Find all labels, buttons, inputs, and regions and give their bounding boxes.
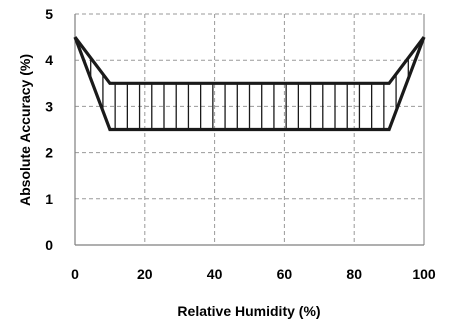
y-tick-label: 5	[45, 6, 53, 22]
series-line-lower	[73, 36, 426, 132]
y-tick-label: 3	[45, 98, 53, 114]
y-tick-label: 4	[45, 52, 53, 68]
hatch-fill	[77, 41, 422, 130]
y-tick-label: 1	[45, 191, 53, 207]
x-tick-label: 80	[346, 266, 362, 282]
x-axis-title: Relative Humidity (%)	[177, 303, 320, 319]
y-tick-label: 0	[45, 237, 53, 253]
x-tick-label: 100	[412, 266, 436, 282]
x-tick-label: 60	[277, 266, 293, 282]
x-tick-label: 40	[207, 266, 223, 282]
series-lines	[73, 36, 426, 132]
x-tick-label: 20	[137, 266, 153, 282]
x-tick-label: 0	[71, 266, 79, 282]
y-tick-label: 2	[45, 145, 53, 161]
axes	[74, 14, 425, 246]
x-tick-labels: 0 20 40 60 80 100	[71, 266, 436, 282]
y-tick-labels: 0 1 2 3 4 5	[45, 6, 53, 253]
series-line-upper	[73, 36, 426, 85]
y-axis-title: Absolute Accuracy (%)	[17, 54, 33, 206]
